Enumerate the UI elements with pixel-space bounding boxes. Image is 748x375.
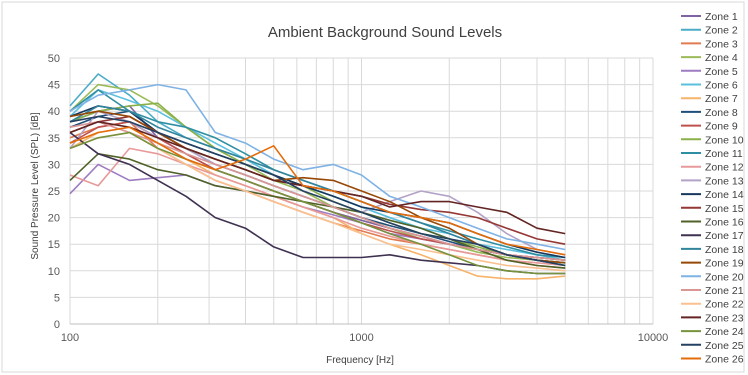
series-line: [69, 147, 566, 267]
legend-label: Zone 1: [705, 11, 738, 23]
y-tick-label: 5: [54, 292, 60, 304]
x-tick-label: 10000: [638, 332, 669, 344]
legend-label: Zone 10: [705, 134, 744, 146]
legend-label: Zone 21: [705, 285, 744, 297]
legend-label: Zone 16: [705, 217, 744, 229]
y-tick-label: 15: [48, 239, 60, 251]
legend-label: Zone 11: [705, 148, 743, 160]
legend-label: Zone 6: [705, 80, 738, 92]
legend-label: Zone 5: [705, 66, 738, 78]
y-axis: 0 5 10 15 20 25 30 35 40 45 50: [48, 53, 60, 331]
chart-title: Ambient Background Sound Levels: [268, 24, 502, 41]
legend-label: Zone 18: [705, 244, 744, 256]
legend-label: Zone 7: [705, 93, 738, 105]
series-line: [69, 153, 566, 269]
legend-label: Zone 20: [705, 271, 744, 283]
y-axis-label: Sound Pressure Level (SPL) [dB]: [30, 112, 41, 260]
y-tick-label: 30: [48, 159, 60, 171]
plot-area: [69, 73, 566, 280]
y-tick-label: 35: [48, 133, 60, 145]
legend-label: Zone 24: [705, 326, 744, 338]
y-tick-label: 0: [54, 319, 60, 331]
legend-label: Zone 9: [705, 121, 738, 133]
y-tick-label: 20: [48, 213, 60, 225]
legend-label: Zone 22: [705, 299, 744, 311]
series-line: [69, 115, 566, 267]
y-tick-label: 45: [48, 80, 60, 92]
legend-label: Zone 17: [705, 230, 744, 242]
legend-label: Zone 19: [705, 258, 744, 270]
series-line: [69, 126, 566, 256]
legend-label: Zone 25: [705, 340, 744, 352]
y-tick-label: 40: [48, 106, 60, 118]
legend-label: Zone 26: [705, 354, 744, 366]
series-line: [69, 102, 566, 264]
legend-label: Zone 4: [705, 52, 738, 64]
legend-label: Zone 15: [705, 203, 744, 215]
legend-label: Zone 13: [705, 175, 744, 187]
x-tick-label: 1000: [349, 332, 373, 344]
x-tick-label: 100: [61, 332, 79, 344]
y-tick-label: 10: [48, 266, 60, 278]
series-line: [69, 83, 566, 251]
legend-label: Zone 8: [705, 107, 738, 119]
x-axis: 100 1000 10000: [61, 332, 668, 344]
legend-label: Zone 3: [705, 38, 738, 50]
y-tick-label: 25: [48, 186, 60, 198]
y-tick-label: 50: [48, 53, 60, 65]
series-line: [69, 131, 566, 275]
legend-label: Zone 23: [705, 312, 744, 324]
legend-label: Zone 12: [705, 162, 744, 174]
legend-label: Zone 14: [705, 189, 744, 201]
x-axis-label: Frequency [Hz]: [326, 355, 394, 366]
legend-label: Zone 2: [705, 25, 738, 37]
